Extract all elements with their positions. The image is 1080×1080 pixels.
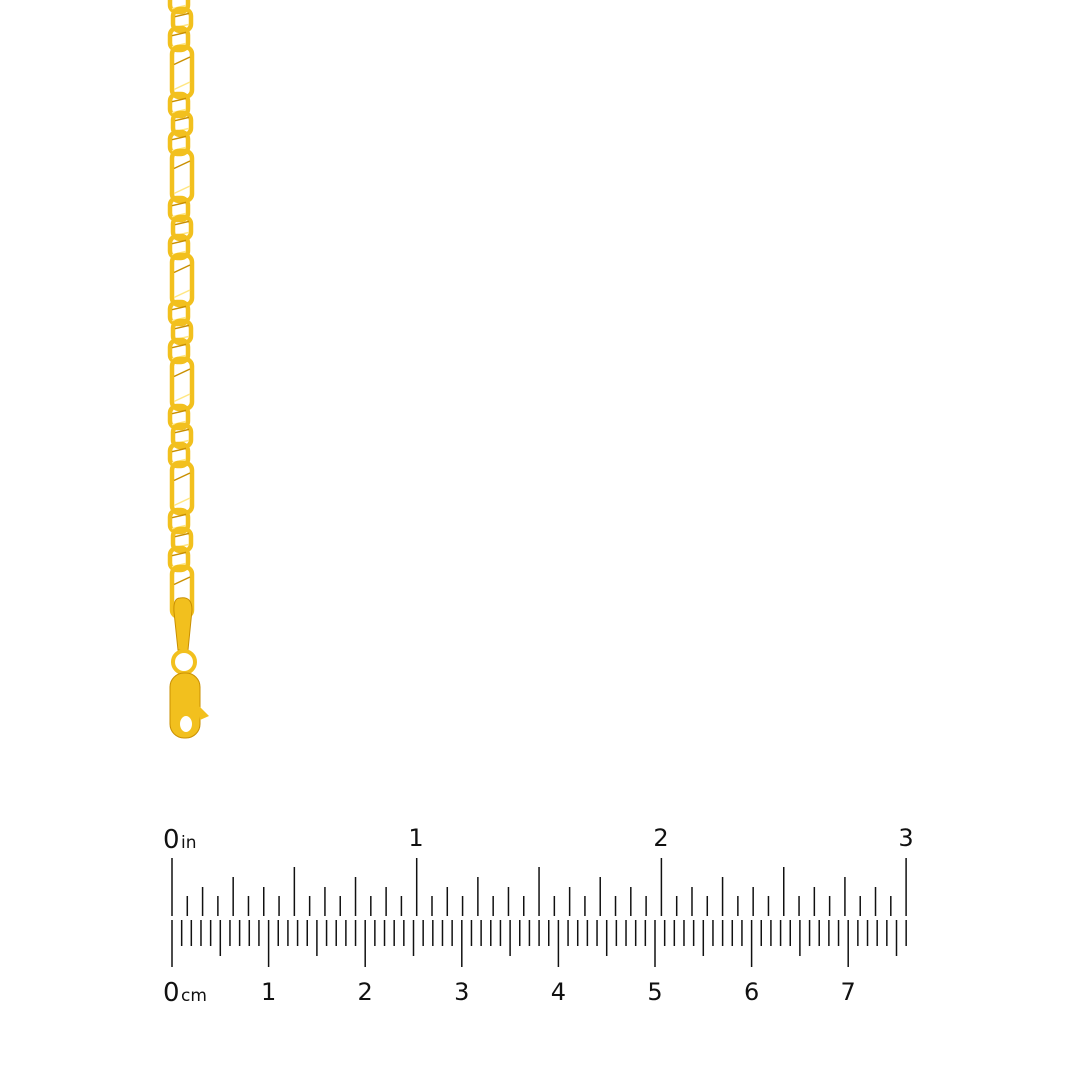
short-link [167, 441, 191, 469]
link-facet [171, 97, 187, 103]
inch-label-1: 1 [408, 824, 423, 852]
cm-label-6: 6 [744, 978, 759, 1006]
link-facet [173, 576, 191, 586]
link-facet [171, 305, 187, 311]
link-facet [173, 160, 191, 170]
long-link [169, 44, 195, 100]
cm-label-1: 1 [261, 978, 276, 1006]
short-link [167, 129, 191, 157]
link-facet [173, 185, 191, 195]
link-facet [171, 343, 187, 349]
link-facet [174, 532, 190, 538]
link-facet [174, 324, 190, 330]
link-facet [171, 409, 187, 415]
cm-label-7: 7 [841, 978, 856, 1006]
inch-label-3: 3 [898, 824, 913, 852]
link-facet [174, 12, 190, 18]
short-link [167, 195, 191, 223]
short-link [167, 507, 191, 535]
short-link [170, 318, 194, 346]
long-link [169, 148, 195, 204]
short-link [167, 337, 191, 365]
short-link [167, 233, 191, 261]
link-facet [171, 201, 187, 207]
inch-unit: in [181, 833, 197, 853]
link-facet [173, 81, 191, 91]
link-facet [173, 497, 191, 507]
short-link [170, 110, 194, 138]
short-link [170, 214, 194, 242]
link-facet [171, 513, 187, 519]
cm-label-0: 0 [163, 978, 180, 1008]
link-facet [173, 472, 191, 482]
cm-label-3: 3 [454, 978, 469, 1006]
inch-label-0: 0 [163, 825, 180, 855]
short-link [167, 25, 191, 53]
short-link [170, 6, 194, 34]
long-link [169, 356, 195, 412]
lobster-clasp [169, 672, 201, 739]
cm-unit: cm [181, 986, 207, 1006]
short-link [167, 0, 191, 15]
link-facet [173, 264, 191, 274]
cm-label-4: 4 [551, 978, 566, 1006]
link-facet [171, 239, 187, 245]
clasp-trigger [198, 705, 209, 720]
short-link [167, 545, 191, 573]
short-link [170, 422, 194, 450]
link-facet [171, 447, 187, 453]
link-facet [173, 56, 191, 66]
short-link [167, 403, 191, 431]
link-facet [174, 428, 190, 434]
link-facet [171, 31, 187, 37]
cm-label-2: 2 [358, 978, 373, 1006]
cm-label-5: 5 [647, 978, 662, 1006]
link-facet [174, 116, 190, 122]
link-facet [171, 135, 187, 141]
long-link [169, 252, 195, 308]
inch-label-2: 2 [653, 824, 668, 852]
long-link [169, 460, 195, 516]
gold-chain [167, 0, 209, 739]
short-link [167, 299, 191, 327]
link-facet [171, 551, 187, 557]
clasp-opening [180, 716, 192, 732]
link-facet [173, 368, 191, 378]
short-link [167, 91, 191, 119]
link-facet [173, 289, 191, 299]
link-facet [173, 393, 191, 403]
short-link [170, 526, 194, 554]
link-facet [174, 220, 190, 226]
